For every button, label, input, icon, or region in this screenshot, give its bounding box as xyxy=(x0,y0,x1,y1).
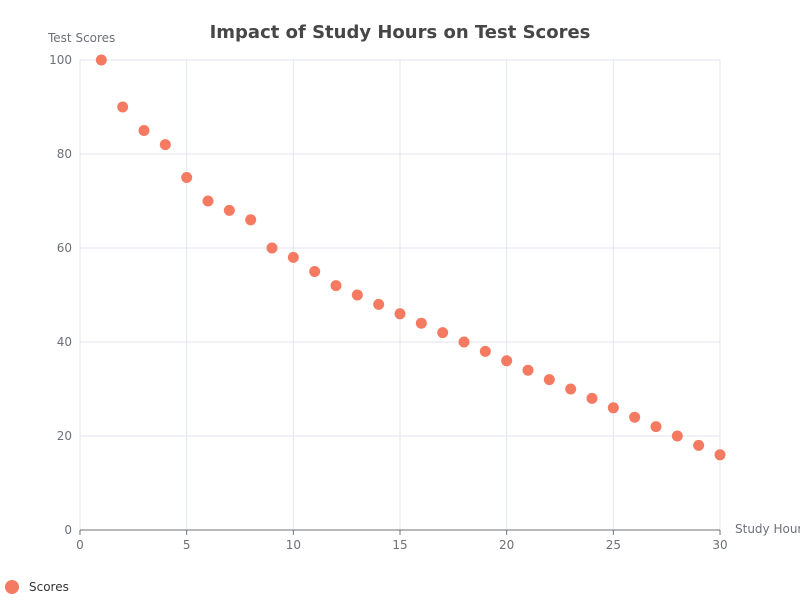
data-point[interactable] xyxy=(373,298,385,310)
y-tick-label: 80 xyxy=(57,147,72,161)
x-tick-label: 0 xyxy=(76,538,84,552)
x-tick-label: 15 xyxy=(392,538,407,552)
y-tick-label: 60 xyxy=(57,241,72,255)
data-point[interactable] xyxy=(245,214,257,226)
data-point[interactable] xyxy=(671,430,683,442)
x-tick-label: 30 xyxy=(712,538,727,552)
legend-label-scores[interactable]: Scores xyxy=(29,580,69,594)
data-point[interactable] xyxy=(394,308,406,320)
y-tick-label: 100 xyxy=(49,53,72,67)
data-point[interactable] xyxy=(330,280,342,292)
x-tick-label: 20 xyxy=(499,538,514,552)
y-tick-label: 20 xyxy=(57,429,72,443)
grid xyxy=(79,59,721,530)
data-point[interactable] xyxy=(266,242,278,254)
legend[interactable]: Scores xyxy=(5,580,69,594)
y-tick-label: 0 xyxy=(64,523,72,537)
data-point[interactable] xyxy=(458,336,470,348)
data-point[interactable] xyxy=(159,139,171,151)
data-point[interactable] xyxy=(714,449,726,461)
data-points xyxy=(95,54,726,461)
tick-labels: 0 20 40 60 80 100 0 5 10 15 20 25 30 xyxy=(49,53,728,552)
data-point[interactable] xyxy=(181,172,193,183)
data-point[interactable] xyxy=(351,289,363,301)
data-point[interactable] xyxy=(586,392,598,404)
data-point[interactable] xyxy=(415,317,427,329)
data-point[interactable] xyxy=(543,374,555,386)
data-point[interactable] xyxy=(522,364,534,376)
data-point[interactable] xyxy=(223,204,235,216)
data-point[interactable] xyxy=(117,101,129,113)
data-point[interactable] xyxy=(287,251,299,263)
data-point[interactable] xyxy=(95,54,107,66)
data-point[interactable] xyxy=(607,402,619,414)
legend-marker-scores[interactable] xyxy=(5,580,19,594)
data-point[interactable] xyxy=(479,345,491,357)
data-point[interactable] xyxy=(693,439,705,451)
y-tick-label: 40 xyxy=(57,335,72,349)
data-point[interactable] xyxy=(650,421,662,433)
data-point[interactable] xyxy=(138,125,150,136)
x-tick-label: 10 xyxy=(286,538,301,552)
data-point[interactable] xyxy=(437,327,449,339)
chart-title: Impact of Study Hours on Test Scores xyxy=(210,22,591,43)
x-axis-label: Study Hours xyxy=(735,522,800,536)
x-tick-label: 5 xyxy=(183,538,191,552)
data-point[interactable] xyxy=(629,411,641,423)
y-axis-label: Test Scores xyxy=(47,31,115,45)
data-point[interactable] xyxy=(202,195,214,207)
data-point[interactable] xyxy=(309,266,321,277)
data-point[interactable] xyxy=(565,383,577,395)
data-point[interactable] xyxy=(501,355,513,367)
x-tick-label: 25 xyxy=(606,538,621,552)
